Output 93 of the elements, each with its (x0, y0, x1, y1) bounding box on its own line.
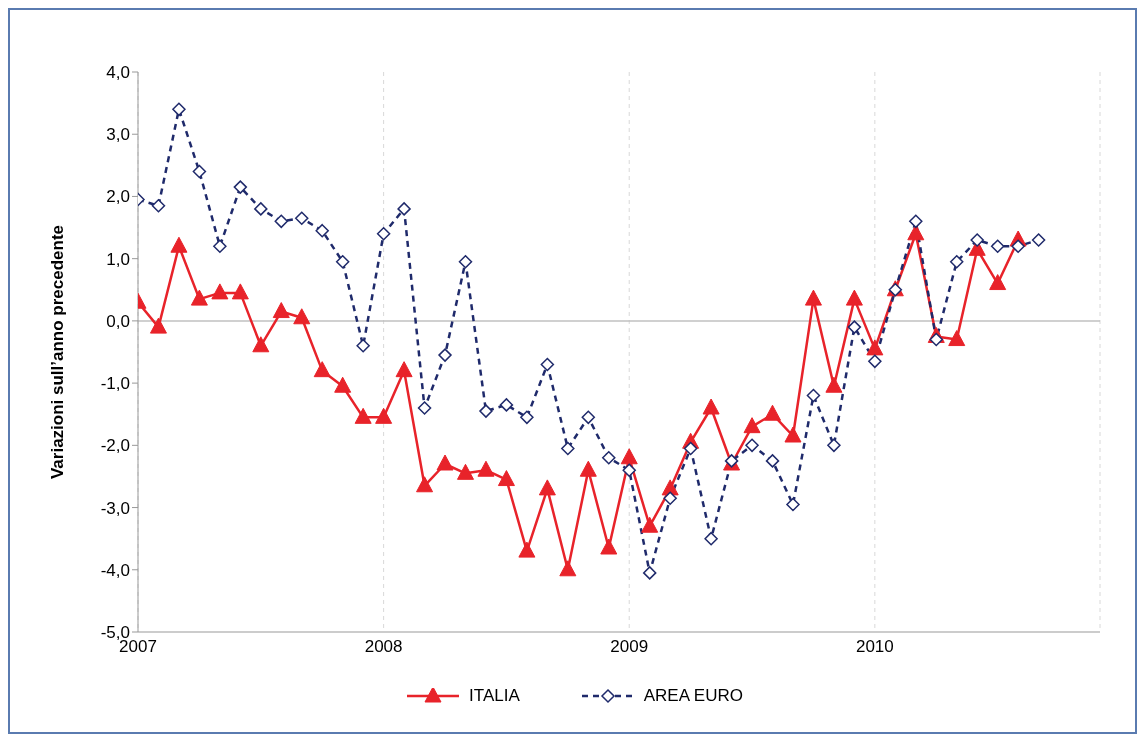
point (745, 438, 759, 453)
point (581, 410, 596, 425)
x-tick-label: 2009 (610, 637, 649, 657)
point (479, 404, 493, 418)
y-tick-label: -3,0 (100, 498, 130, 518)
point (743, 417, 761, 434)
point (293, 308, 311, 325)
y-tick-label: 0,0 (106, 311, 130, 331)
point (213, 239, 227, 253)
point (497, 470, 515, 487)
point (438, 348, 452, 362)
point (622, 463, 636, 477)
point (274, 214, 289, 229)
point (211, 283, 229, 300)
point (579, 460, 597, 477)
point (254, 202, 268, 216)
point (847, 320, 862, 334)
y-tick-label: 1,0 (106, 249, 130, 269)
point (375, 407, 393, 424)
point (190, 289, 208, 306)
point (192, 164, 207, 179)
point (313, 361, 331, 378)
point (458, 255, 473, 269)
point (417, 401, 432, 415)
legend-label: AREA EURO (643, 686, 743, 706)
point (909, 214, 923, 229)
x-tick-label: 2010 (855, 637, 894, 657)
point (990, 239, 1005, 253)
point (949, 255, 964, 269)
point (233, 180, 248, 194)
point (518, 541, 536, 558)
point (970, 233, 984, 247)
point (499, 398, 514, 412)
point (704, 531, 718, 546)
point (786, 497, 800, 512)
point (151, 199, 166, 213)
point (376, 227, 391, 241)
y-axis-title: Variazioni sull’anno precedente (48, 224, 68, 480)
point (765, 454, 780, 468)
y-tick-label: 2,0 (106, 187, 130, 207)
point (1031, 233, 1046, 247)
point (948, 330, 966, 347)
point (149, 317, 167, 334)
point (170, 236, 188, 253)
point (354, 407, 372, 424)
point (825, 376, 843, 393)
point (866, 339, 884, 356)
point (602, 451, 616, 465)
point (456, 463, 474, 480)
point (683, 441, 698, 456)
point (663, 491, 677, 505)
y-tick-label: -2,0 (100, 436, 130, 456)
point (702, 398, 720, 415)
y-tick-label: -4,0 (100, 560, 130, 580)
point (561, 441, 575, 456)
y-tick-label: 4,0 (106, 63, 130, 83)
point (252, 336, 270, 353)
point (315, 223, 329, 238)
point (641, 516, 659, 533)
point (827, 438, 841, 453)
point (868, 354, 882, 369)
point (1011, 239, 1025, 253)
point (642, 566, 657, 580)
y-tick-label: -1,0 (100, 374, 130, 394)
point (764, 404, 782, 421)
point (172, 102, 186, 117)
point (559, 560, 577, 577)
x-tick-label: 2008 (364, 637, 403, 657)
point (929, 332, 944, 347)
point (600, 538, 618, 555)
point (477, 460, 495, 477)
point (620, 448, 638, 465)
point (804, 289, 822, 306)
point (538, 479, 556, 496)
point (272, 302, 290, 319)
point (397, 202, 411, 216)
point (294, 211, 309, 225)
y-tick-label: 3,0 (106, 125, 130, 145)
point (334, 376, 352, 393)
point (845, 289, 863, 306)
legend-label: ITALIA (469, 686, 520, 706)
point (540, 357, 555, 372)
point (989, 274, 1007, 291)
point (806, 388, 821, 403)
point (356, 339, 370, 353)
point (395, 361, 413, 378)
point (907, 224, 925, 241)
point (416, 476, 434, 493)
point (436, 454, 454, 471)
point (784, 426, 802, 443)
point (520, 410, 534, 425)
point (335, 255, 350, 269)
point (231, 283, 249, 300)
